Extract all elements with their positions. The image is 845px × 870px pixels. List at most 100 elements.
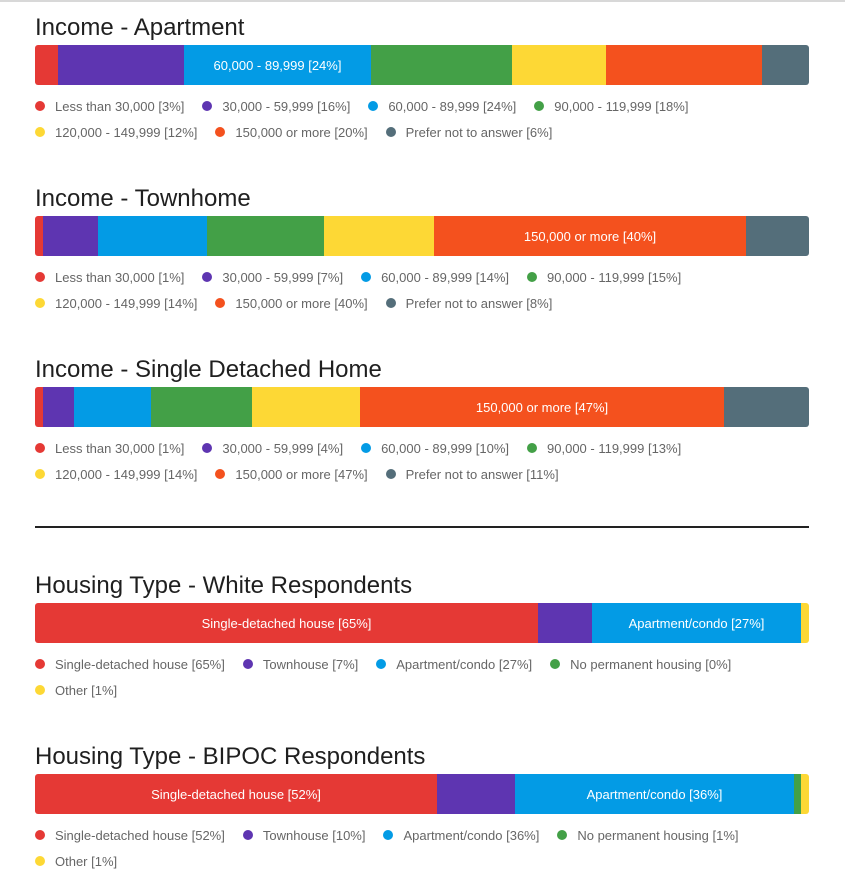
legend-dot-icon xyxy=(385,298,396,308)
legend-dot-icon xyxy=(35,469,45,479)
bar-segment[interactable]: Single-detached house [52%] xyxy=(35,774,437,814)
legend-item[interactable]: 150,000 or more [47%] xyxy=(215,465,368,483)
chart-housing-bipoc: Housing Type - BIPOC Respondents Single-… xyxy=(35,743,809,870)
legend-item[interactable]: 90,000 - 119,999 [18%] xyxy=(534,97,688,115)
bar-segment[interactable] xyxy=(538,603,592,643)
legend-label: 30,000 - 59,999 [4%] xyxy=(222,440,344,456)
legend-dot-icon xyxy=(527,272,538,282)
legend-dot-icon xyxy=(215,127,226,137)
legend-label: Other [1%] xyxy=(55,682,118,698)
stacked-bar: 60,000 - 89,999 [24%] xyxy=(35,45,809,85)
legend-dot-icon xyxy=(361,272,372,282)
legend-item[interactable]: Prefer not to answer [8%] xyxy=(385,294,553,312)
legend-label: Prefer not to answer [8%] xyxy=(405,295,553,311)
stacked-bar: Single-detached house [65%] Apartment/con… xyxy=(35,603,809,643)
stacked-bar: Single-detached house [52%] Apartment/con… xyxy=(35,774,809,814)
legend-item[interactable]: 60,000 - 89,999 [10%] xyxy=(361,439,509,457)
bar-segment[interactable] xyxy=(35,216,43,256)
legend-item[interactable]: 30,000 - 59,999 [7%] xyxy=(202,268,343,286)
bar-segment[interactable]: 150,000 or more [40%] xyxy=(434,216,746,256)
bar-segment[interactable] xyxy=(35,45,58,85)
bar-segment[interactable] xyxy=(252,387,360,427)
legend-dot-icon xyxy=(242,659,253,669)
legend-item[interactable]: Other [1%] xyxy=(35,681,117,699)
bar-segment[interactable] xyxy=(794,774,801,814)
legend-item[interactable]: Prefer not to answer [6%] xyxy=(385,123,553,141)
legend-item[interactable]: 120,000 - 149,999 [12%] xyxy=(35,123,197,141)
bar-segment[interactable] xyxy=(437,774,515,814)
bar-segment[interactable]: Apartment/condo [27%] xyxy=(592,603,801,643)
legend-label: Other [1%] xyxy=(55,853,118,869)
legend-item[interactable]: No permanent housing [1%] xyxy=(557,826,739,844)
bar-segment[interactable]: Apartment/condo [36%] xyxy=(515,774,794,814)
legend-dot-icon xyxy=(215,298,226,308)
chart-title: Income - Single Detached Home xyxy=(35,356,382,383)
chart-title: Housing Type - White Respondents xyxy=(35,572,413,599)
chart-housing-white: Housing Type - White Respondents Single-… xyxy=(35,572,809,699)
legend-dot-icon xyxy=(35,856,45,866)
legend-dot-icon xyxy=(202,443,213,453)
bar-segment[interactable] xyxy=(606,45,762,85)
bar-segment[interactable] xyxy=(371,45,512,85)
legend-label: Prefer not to answer [6%] xyxy=(405,124,553,140)
bar-segment[interactable] xyxy=(207,216,324,256)
stacked-bar: 150,000 or more [40%] xyxy=(35,216,809,256)
legend-item[interactable]: Less than 30,000 [1%] xyxy=(35,439,184,457)
legend-item[interactable]: Apartment/condo [36%] xyxy=(383,826,539,844)
legend-item[interactable]: 150,000 or more [40%] xyxy=(215,294,368,312)
legend: Less than 30,000 [1%] 30,000 - 59,999 [4%… xyxy=(35,439,809,483)
legend-item[interactable]: Less than 30,000 [1%] xyxy=(35,268,184,286)
bar-segment[interactable] xyxy=(801,774,809,814)
legend-item[interactable]: 60,000 - 89,999 [14%] xyxy=(361,268,509,286)
legend-label: 30,000 - 59,999 [7%] xyxy=(222,269,344,285)
legend-label: 150,000 or more [40%] xyxy=(235,295,368,311)
legend-label: 30,000 - 59,999 [16%] xyxy=(222,98,351,114)
stacked-bar: 150,000 or more [47%] xyxy=(35,387,809,427)
bar-segment[interactable] xyxy=(724,387,809,427)
legend-dot-icon xyxy=(383,830,394,840)
legend-dot-icon xyxy=(215,469,226,479)
legend-item[interactable]: Single-detached house [65%] xyxy=(35,655,225,673)
legend-item[interactable]: 120,000 - 149,999 [14%] xyxy=(35,294,197,312)
legend-item[interactable]: 60,000 - 89,999 [24%] xyxy=(368,97,516,115)
legend-item[interactable]: 90,000 - 119,999 [15%] xyxy=(527,268,681,286)
bar-segment[interactable] xyxy=(35,387,43,427)
bar-segment[interactable] xyxy=(746,216,809,256)
bar-segment[interactable] xyxy=(512,45,606,85)
legend-item[interactable]: Prefer not to answer [11%] xyxy=(385,465,559,483)
bar-segment[interactable] xyxy=(43,216,98,256)
legend-label: 90,000 - 119,999 [15%] xyxy=(547,269,682,285)
legend-item[interactable]: Apartment/condo [27%] xyxy=(376,655,532,673)
legend-item[interactable]: 90,000 - 119,999 [13%] xyxy=(527,439,681,457)
legend-item[interactable]: Less than 30,000 [3%] xyxy=(35,97,184,115)
legend-item[interactable]: Other [1%] xyxy=(35,852,117,870)
bar-segment[interactable] xyxy=(43,387,74,427)
bar-segment[interactable] xyxy=(762,45,809,85)
bar-segment[interactable] xyxy=(74,387,151,427)
bar-segment[interactable]: Single-detached house [65%] xyxy=(35,603,538,643)
legend-dot-icon xyxy=(35,443,45,453)
bar-segment[interactable]: 150,000 or more [47%] xyxy=(360,387,724,427)
chart-income-townhome: Income - Townhome 150,000 or more [40%] … xyxy=(35,185,809,312)
legend-dot-icon xyxy=(376,659,387,669)
legend-label: Townhouse [7%] xyxy=(262,656,359,672)
legend-dot-icon xyxy=(368,101,379,111)
legend-item[interactable]: 30,000 - 59,999 [16%] xyxy=(202,97,350,115)
legend-item[interactable]: Single-detached house [52%] xyxy=(35,826,225,844)
legend-item[interactable]: 150,000 or more [20%] xyxy=(215,123,368,141)
bar-segment[interactable] xyxy=(151,387,252,427)
legend-label: No permanent housing [1%] xyxy=(577,827,739,843)
legend-label: No permanent housing [0%] xyxy=(570,656,732,672)
legend-dot-icon xyxy=(35,685,45,695)
bar-segment[interactable] xyxy=(58,45,184,85)
bar-segment[interactable] xyxy=(98,216,207,256)
legend-item[interactable]: 120,000 - 149,999 [14%] xyxy=(35,465,197,483)
legend-item[interactable]: Townhouse [7%] xyxy=(242,655,359,673)
legend-item[interactable]: Townhouse [10%] xyxy=(242,826,365,844)
legend-dot-icon xyxy=(35,659,45,669)
legend-item[interactable]: 30,000 - 59,999 [4%] xyxy=(202,439,343,457)
bar-segment[interactable] xyxy=(324,216,434,256)
bar-segment[interactable] xyxy=(801,603,809,643)
legend-item[interactable]: No permanent housing [0%] xyxy=(550,655,731,673)
bar-segment[interactable]: 60,000 - 89,999 [24%] xyxy=(184,45,371,85)
